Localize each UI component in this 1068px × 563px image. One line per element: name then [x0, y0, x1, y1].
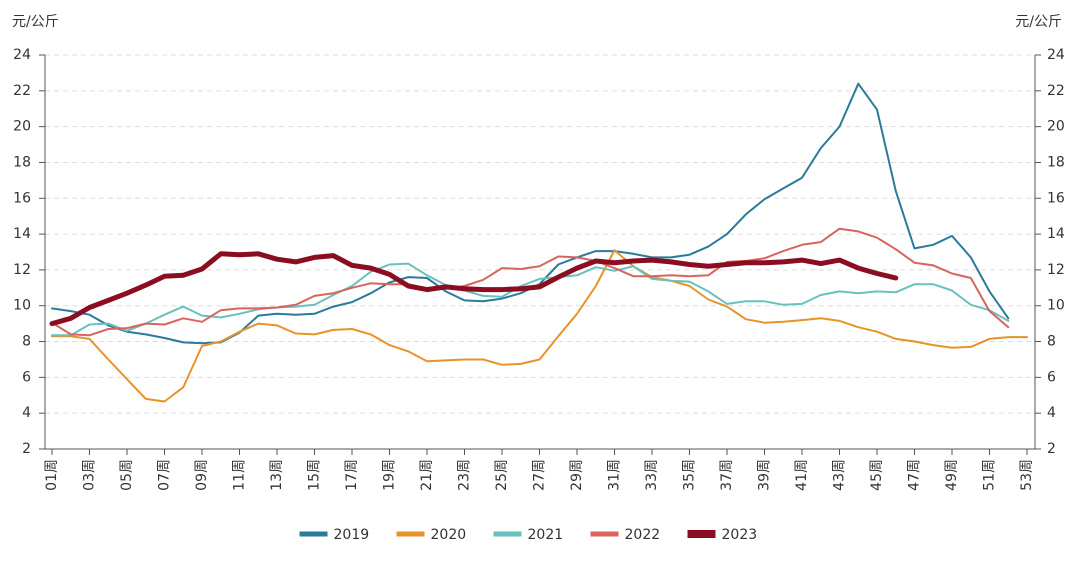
- y-axis-label: 元/公斤: [12, 14, 59, 30]
- y-tick-label: 6: [22, 369, 31, 385]
- x-tick-label: 27周: [532, 459, 548, 491]
- series-line: [49, 251, 899, 327]
- legend-label: 2019: [334, 527, 370, 543]
- x-tick-label: 41周: [794, 459, 810, 491]
- x-tick-label: 11周: [232, 459, 248, 491]
- y2-tick-label: 20: [1047, 119, 1065, 135]
- x-tick-label: 51周: [982, 459, 998, 491]
- y-tick-label: 16: [13, 190, 31, 206]
- x-tick-label: 33周: [644, 459, 660, 491]
- y-tick-label: 10: [13, 298, 31, 314]
- x-tick-label: 05周: [119, 459, 135, 491]
- y2-tick-label: 8: [1047, 334, 1056, 350]
- x-tick-label: 07周: [157, 459, 173, 491]
- legend-label: 2023: [722, 527, 758, 543]
- y-tick-label: 18: [13, 154, 31, 170]
- x-tick-label: 23周: [457, 459, 473, 491]
- y-tick-label: 8: [22, 334, 31, 350]
- series-line: [51, 249, 1028, 403]
- y-tick-label: 22: [13, 83, 31, 99]
- legend-label: 2020: [431, 527, 467, 543]
- y2-tick-label: 6: [1047, 369, 1056, 385]
- y2-tick-label: 4: [1047, 405, 1056, 421]
- x-tick-label: 17周: [344, 459, 360, 491]
- y2-tick-label: 24: [1047, 47, 1065, 63]
- y2-axis-label: 元/公斤: [1015, 14, 1062, 30]
- x-tick-label: 01周: [44, 459, 60, 491]
- x-tick-label: 45周: [869, 459, 885, 491]
- series-line: [51, 227, 1010, 337]
- legend-label: 2022: [625, 527, 661, 543]
- y2-tick-label: 10: [1047, 298, 1065, 314]
- x-tick-label: 39周: [757, 459, 773, 491]
- y2-tick-label: 14: [1047, 226, 1065, 242]
- x-tick-label: 21周: [419, 459, 435, 491]
- y2-tick-label: 2: [1047, 441, 1056, 457]
- y2-tick-label: 12: [1047, 262, 1065, 278]
- y2-tick-label: 16: [1047, 190, 1065, 206]
- x-tick-label: 13周: [269, 459, 285, 491]
- y-tick-label: 2: [22, 441, 31, 457]
- y-tick-label: 20: [13, 119, 31, 135]
- x-tick-label: 15周: [307, 459, 323, 491]
- x-tick-label: 43周: [832, 459, 848, 491]
- x-tick-label: 19周: [382, 459, 398, 491]
- series-line: [51, 262, 1010, 337]
- series-line: [51, 82, 1010, 345]
- x-tick-label: 35周: [682, 459, 698, 491]
- y-tick-label: 24: [13, 47, 31, 63]
- y-tick-label: 4: [22, 405, 31, 421]
- y2-tick-label: 18: [1047, 154, 1065, 170]
- x-tick-label: 31周: [607, 459, 623, 491]
- legend-label: 2021: [528, 527, 564, 543]
- x-tick-label: 47周: [907, 459, 923, 491]
- x-tick-label: 03周: [82, 459, 98, 491]
- x-tick-label: 49周: [944, 459, 960, 491]
- x-tick-label: 37周: [719, 459, 735, 491]
- x-tick-label: 29周: [569, 459, 585, 491]
- y-tick-label: 12: [13, 262, 31, 278]
- x-tick-label: 09周: [194, 459, 210, 491]
- y-tick-label: 14: [13, 226, 31, 242]
- x-tick-label: 25周: [494, 459, 510, 491]
- x-tick-label: 53周: [1019, 459, 1035, 491]
- y2-tick-label: 22: [1047, 83, 1065, 99]
